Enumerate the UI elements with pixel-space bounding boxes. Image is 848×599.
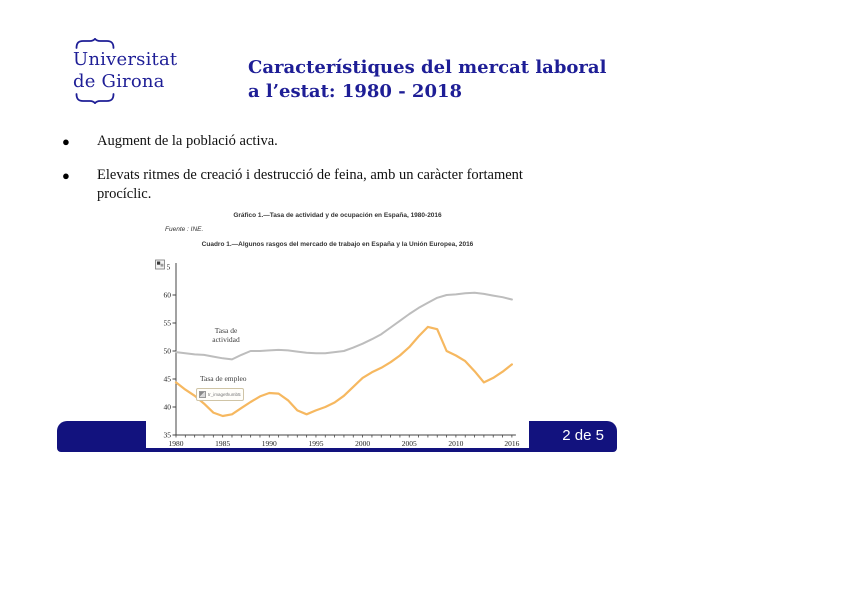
- list-item: ● Elevats ritmes de creació i destrucció…: [62, 166, 574, 205]
- bullet-icon: ●: [62, 167, 70, 183]
- bullet-text: Elevats ritmes de creació i destrucció d…: [97, 166, 523, 203]
- slide-title-line1: Característiques del mercat laboral: [248, 57, 607, 78]
- chart-figure: Gráfico 1.—Tasa de actividad y de ocupac…: [146, 207, 529, 448]
- svg-text:2010: 2010: [448, 439, 463, 448]
- activity-employment-chart: 35 40 45 50 55 60 5 1980 1985 1990 1995 2000 2005 201…: [155, 259, 520, 448]
- list-item: ● Augment de la població activa.: [62, 132, 574, 152]
- svg-text:2016: 2016: [504, 439, 519, 448]
- svg-text:1985: 1985: [215, 439, 230, 448]
- svg-text:1980: 1980: [169, 439, 184, 448]
- employment-line: [174, 325, 513, 418]
- svg-text:2005: 2005: [402, 439, 417, 448]
- svg-text:55: 55: [164, 319, 172, 328]
- figure-source: Fuente : INE.: [165, 226, 204, 233]
- svg-text:2000: 2000: [355, 439, 370, 448]
- page-number: 2 de 5: [562, 427, 604, 444]
- broken-image-icon: [199, 391, 206, 398]
- bullet-text: Augment de la població activa.: [97, 133, 278, 149]
- svg-text:50: 50: [164, 347, 172, 356]
- brace-bottom-icon: [75, 93, 115, 104]
- series-label-activity-line1: Tasa de: [214, 326, 238, 335]
- series-label-activity: Tasa de actividad: [198, 326, 254, 344]
- bullet-icon: ●: [62, 134, 70, 149]
- svg-text:60: 60: [164, 291, 172, 300]
- logo-text-line1: Universitat: [73, 49, 178, 70]
- svg-text:5: 5: [167, 263, 171, 272]
- logo-text-line2: de Girona: [73, 71, 165, 92]
- slide-title-line2: a l’estat: 1980 - 2018: [248, 81, 463, 102]
- series-label-activity-line2: actividad: [212, 335, 240, 344]
- bullet-list: ● Augment de la població activa. ● Eleva…: [62, 132, 574, 219]
- activity-line: [175, 291, 513, 361]
- slide-title: Característiques del mercat laboral a l’…: [248, 56, 618, 104]
- svg-text:40: 40: [164, 403, 172, 412]
- university-logo: Universitat de Girona: [73, 38, 203, 104]
- broken-image-alt-text: tr_imagethumb52: [208, 392, 241, 397]
- broken-image-icon: [155, 259, 165, 270]
- svg-text:45: 45: [164, 375, 172, 384]
- brace-top-icon: [75, 38, 115, 49]
- figure-title: Gráfico 1.—Tasa de actividad y de ocupac…: [233, 212, 442, 219]
- figure-subtitle: Cuadro 1.—Algunos rasgos del mercado de …: [201, 241, 474, 248]
- series-label-employment: Tasa de empleo: [200, 374, 247, 383]
- broken-image-placeholder: tr_imagethumb52: [196, 388, 244, 401]
- svg-text:1995: 1995: [308, 439, 323, 448]
- svg-text:35: 35: [164, 431, 172, 440]
- svg-text:1990: 1990: [262, 439, 277, 448]
